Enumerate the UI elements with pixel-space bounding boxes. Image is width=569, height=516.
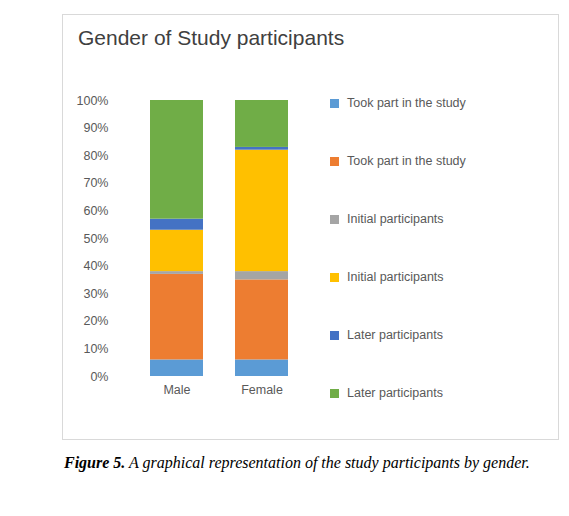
html-text:Took part in the study: Took part in the study (347, 96, 466, 110)
svg-text:70%: 70% (83, 176, 108, 190)
html-text:Initial participants: Initial participants (347, 270, 444, 284)
svg-text:Male: Male (163, 383, 190, 397)
html-text:Figure 5. A graphical represen: Figure 5. A graphical representation of … (64, 454, 530, 471)
svg-text:20%: 20% (83, 314, 108, 328)
svg-text:80%: 80% (83, 149, 108, 163)
svg-text:10%: 10% (83, 342, 108, 356)
html-text:Later participants: Later participants (347, 328, 443, 342)
svg-text:90%: 90% (83, 121, 108, 135)
svg-text:50%: 50% (83, 232, 108, 246)
svg-text:Female: Female (241, 383, 283, 397)
svg-text:40%: 40% (83, 259, 108, 273)
svg-text:30%: 30% (83, 287, 108, 301)
svg-text:100%: 100% (77, 94, 109, 108)
svg-text:60%: 60% (83, 204, 108, 218)
html-text:Later participants: Later participants (347, 386, 443, 400)
html-text:Initial participants: Initial participants (347, 212, 444, 226)
html-text:Gender of Study participants: Gender of Study participants (78, 26, 345, 49)
svg-text:0%: 0% (90, 370, 108, 384)
html-text:Took part in the study: Took part in the study (347, 154, 466, 168)
